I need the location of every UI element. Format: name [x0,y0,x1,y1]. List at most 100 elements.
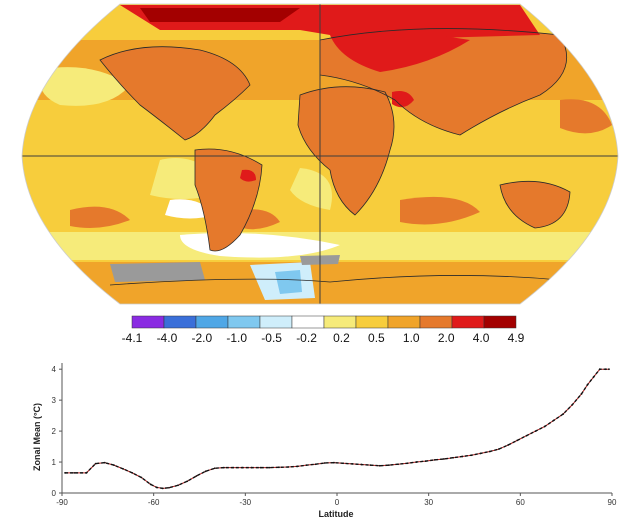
zonal-mean-point [296,465,299,468]
x-tick-label: 90 [608,498,617,507]
zonal-mean-point [131,471,134,474]
zonal-mean-point [397,463,400,466]
legend-tick-label: 2.0 [438,331,455,345]
zonal-mean-point [85,471,88,474]
orange-pacific-south [70,206,130,228]
zonal-mean-chart: Zonal Mean (°C) Latitude -90 -60 -30 0 30 60 9… [0,355,640,519]
legend-swatch [387,315,421,329]
zonal-mean-point [443,458,445,460]
zonal-mean-point [103,461,106,464]
y-tick-label: 0 [52,489,57,498]
zonal-mean-point [342,462,345,465]
temperature-anomaly-map [21,3,619,305]
legend-swatch [195,315,229,329]
color-legend: -4.1 -4.0 -2.0 -1.0 -0.5 -0.2 0.2 0.5 1.0 2.0 4.0 4… [0,312,640,348]
zonal-mean-point [73,471,76,474]
zonal-mean-point [608,368,610,371]
south-america-coast [194,148,263,252]
zonal-mean-point [507,444,510,446]
zonal-mean-point [598,368,601,371]
zonal-mean-point [161,487,164,490]
zonal-mean-point [140,476,143,479]
australia-coast [499,180,571,229]
x-tick-label: 0 [335,498,340,507]
legend-swatch [259,315,293,329]
legend-svg: -4.1 -4.0 -2.0 -1.0 -0.5 -0.2 0.2 0.5 1.0 2.0 4.0 4… [122,315,525,345]
orange-pacific-west [560,99,612,134]
zonal-mean-line [65,368,609,489]
antarctica-coast [109,275,561,286]
map-svg [21,3,619,305]
north-america [100,46,250,140]
zonal-mean-point [498,448,500,450]
legend-swatch [323,315,357,329]
zonal-mean-point [177,484,180,487]
zonal-mean-point [195,475,198,477]
legend-tick-label: 0.2 [333,331,350,345]
zonal-mean-point [586,383,589,386]
x-tick-label: -30 [240,498,252,507]
north-america-coast [99,46,251,141]
zonal-mean-point [186,480,189,483]
zonal-mean-point [388,464,390,467]
legend-tick-label: 0.5 [368,331,385,345]
africa [298,86,394,216]
zonal-mean-point [461,455,464,458]
legend-swatch [451,315,485,329]
y-tick-label: 1 [52,458,57,467]
australia [500,181,570,228]
zonal-mean-point [433,458,436,461]
legend-tick-label: -2.0 [191,331,212,345]
zonal-mean-point [333,461,335,464]
pale-atlantic-south [290,168,332,210]
legend-swatch [419,315,453,329]
zonal-chart-svg: Zonal Mean (°C) Latitude -90 -60 -30 0 30 60 9… [32,363,617,519]
zonal-mean-point [580,393,583,395]
legend-swatch [227,315,261,329]
zonal-mean-point [287,466,290,468]
zonal-mean-point [351,463,354,465]
zonal-mean-point [94,462,97,465]
zonal-mean-point [479,452,482,455]
zonal-mean-point [452,456,455,459]
red-brazil [240,169,256,182]
zonal-mean-point [360,463,363,466]
legend-tick-label: 1.0 [403,331,420,345]
dark-red-arctic [140,8,300,22]
zonal-mean-point [241,466,244,469]
zonal-mean-point [488,450,491,453]
zonal-mean-point [259,466,262,469]
zonal-mean-point [155,486,158,489]
legend-tick-label: 4.0 [473,331,490,345]
legend-tick-label: -0.2 [296,331,317,345]
zonal-mean-point [543,425,546,428]
zonal-mean-point [369,464,372,467]
x-tick-label: 60 [516,498,525,507]
zonal-mean-point [592,376,595,378]
legend-tick-label: 4.9 [508,331,525,345]
zonal-mean-point [232,466,235,469]
legend-tick-label: -1.0 [226,331,247,345]
legend-tick-label: -4.1 [122,331,143,345]
zonal-mean-point [470,454,473,457]
legend-swatch [355,315,389,329]
zonal-mean-point [378,464,381,467]
eurasia-coast [319,28,568,136]
legend-swatch [291,315,325,329]
zonal-mean-point [534,430,537,432]
zonal-mean-point [168,486,170,489]
legend-tick-label: -4.0 [157,331,178,345]
y-tick-label: 3 [52,396,57,405]
zonal-mean-point [314,463,317,466]
zonal-mean-point [268,466,271,469]
x-tick-label: -60 [148,498,160,507]
zonal-mean-point [415,461,418,463]
zonal-mean-point [250,466,253,469]
zonal-mean-point [149,483,152,486]
red-middle-east [392,91,414,108]
x-axis-title: Latitude [319,509,354,519]
zonal-mean-point [571,403,574,406]
legend-swatch [483,315,517,329]
zonal-mean-point [406,462,409,465]
pale-pacific-north [39,67,130,106]
